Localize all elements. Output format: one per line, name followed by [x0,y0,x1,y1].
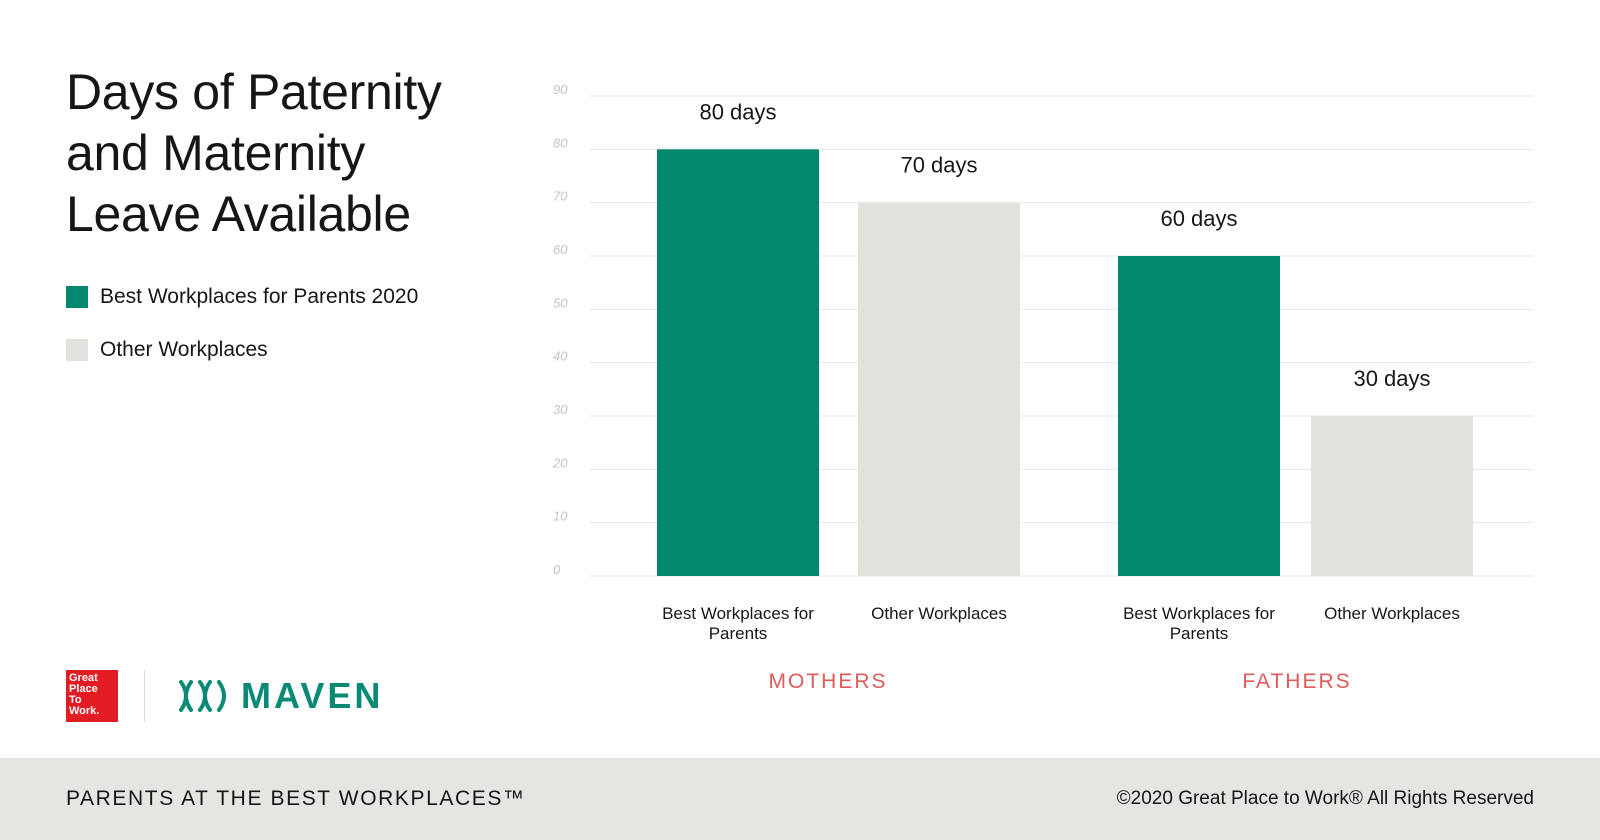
legend-swatch-best [66,286,88,308]
bar-value-label: 80 days [699,99,776,124]
footer-bar: PARENTS AT THE BEST WORKPLACES™ ©2020 Gr… [0,758,1600,840]
category-label: Other Workplaces [871,604,1007,623]
category-label: Parents [709,624,768,643]
y-tick-label: 60 [553,242,568,257]
legend-label-other: Other Workplaces [100,338,268,361]
maven-wordmark: MAVEN [241,675,384,716]
y-tick-label: 90 [553,82,568,97]
y-tick-label: 30 [553,402,568,417]
chart-title: Days of Paternity and Maternity Leave Av… [66,64,442,242]
y-tick-label: 50 [553,295,568,310]
bar [657,149,819,577]
y-tick-label: 80 [553,135,568,150]
legend-item-other: Other Workplaces [66,337,418,363]
y-tick-label: 10 [553,509,568,524]
bar [1118,256,1280,576]
group-label: FATHERS [1242,670,1351,693]
bar [858,202,1020,576]
bar-chart: 0 10 20 30 40 50 60 70 80 90 80 days Best Workplace… [552,82,1533,693]
logo-row: Great Place To Work. MAVEN [66,670,383,722]
footer-copyright: ©2020 Great Place to Work® All Rights Re… [1116,788,1534,809]
category-label: Best Workplaces for [1123,604,1275,623]
bar-value-label: 70 days [900,153,977,178]
legend: Best Workplaces for Parents 2020 Other W… [66,284,418,390]
legend-label-best: Best Workplaces for Parents 2020 [100,285,419,308]
category-label: Other Workplaces [1324,604,1460,623]
category-label: Parents [1170,624,1229,643]
great-place-to-work-logo: Great Place To Work. [66,670,118,722]
maven-mark-icon [179,680,226,712]
y-tick-label: 0 [553,562,561,577]
bar-value-label: 60 days [1160,206,1237,231]
bar [1311,416,1473,576]
maven-logo: MAVEN [171,675,383,717]
y-tick-label: 40 [553,349,568,364]
group-label: MOTHERS [769,670,888,693]
footer-report-title: PARENTS AT THE BEST WORKPLACES™ [66,787,526,810]
legend-item-best: Best Workplaces for Parents 2020 [66,284,418,310]
bar-value-label: 30 days [1353,366,1430,391]
category-label: Best Workplaces for [662,604,814,623]
logo-divider [144,670,145,722]
legend-swatch-other [66,339,88,361]
y-tick-label: 70 [553,189,568,204]
y-tick-label: 20 [552,455,568,470]
